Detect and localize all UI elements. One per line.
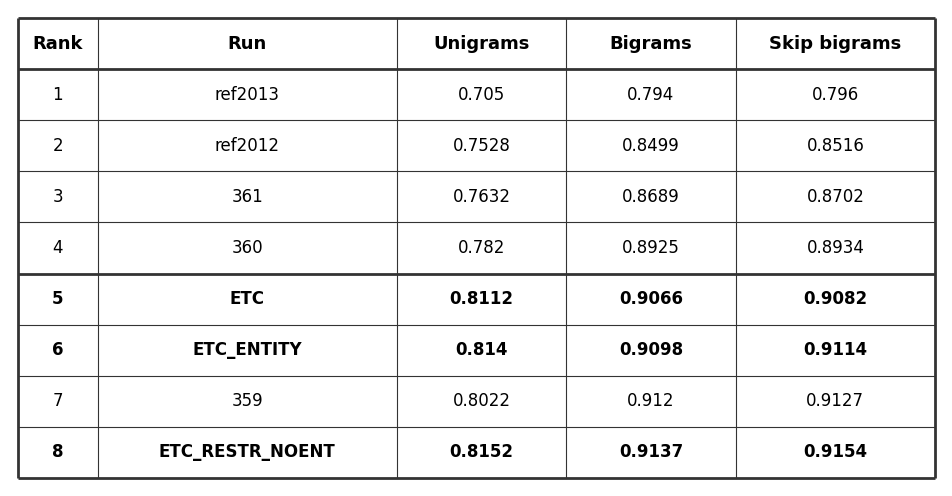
Bar	[565, 274, 735, 325]
Bar	[18, 376, 98, 427]
Text: 0.796: 0.796	[811, 86, 858, 104]
Text: 0.8689: 0.8689	[622, 188, 679, 206]
Text: 0.814: 0.814	[455, 341, 507, 359]
Text: 4: 4	[52, 239, 63, 257]
Text: 0.9127: 0.9127	[805, 392, 863, 410]
Text: 6: 6	[52, 341, 64, 359]
Bar	[396, 18, 565, 69]
Text: Rank: Rank	[32, 35, 83, 53]
Bar	[565, 427, 735, 478]
Text: 0.7528: 0.7528	[452, 137, 510, 155]
Bar	[98, 69, 396, 120]
Bar	[735, 120, 934, 171]
Bar	[396, 222, 565, 274]
Text: ref2013: ref2013	[214, 86, 280, 104]
Text: 360: 360	[231, 239, 263, 257]
Text: 0.9082: 0.9082	[803, 290, 866, 308]
Bar	[98, 171, 396, 222]
Bar	[396, 427, 565, 478]
Bar	[735, 325, 934, 376]
Text: 8: 8	[52, 443, 64, 461]
Bar	[565, 120, 735, 171]
Text: 7: 7	[52, 392, 63, 410]
Bar	[565, 222, 735, 274]
Bar	[98, 325, 396, 376]
Text: 0.912: 0.912	[626, 392, 674, 410]
Text: 361: 361	[231, 188, 263, 206]
Bar	[735, 18, 934, 69]
Bar	[735, 171, 934, 222]
Bar	[98, 120, 396, 171]
Bar	[18, 274, 98, 325]
Text: Unigrams: Unigrams	[433, 35, 529, 53]
Bar	[735, 222, 934, 274]
Text: 0.8022: 0.8022	[452, 392, 510, 410]
Text: 1: 1	[52, 86, 63, 104]
Bar	[98, 274, 396, 325]
Text: 0.705: 0.705	[457, 86, 505, 104]
Text: 0.794: 0.794	[626, 86, 674, 104]
Text: ETC_RESTR_NOENT: ETC_RESTR_NOENT	[159, 443, 335, 461]
Bar	[565, 171, 735, 222]
Text: 0.9066: 0.9066	[618, 290, 683, 308]
Bar	[396, 120, 565, 171]
Bar	[735, 69, 934, 120]
Bar	[98, 376, 396, 427]
Bar	[18, 325, 98, 376]
Text: 3: 3	[52, 188, 63, 206]
Bar	[735, 427, 934, 478]
Bar	[396, 274, 565, 325]
Text: 0.9154: 0.9154	[803, 443, 866, 461]
Text: 359: 359	[231, 392, 263, 410]
Bar	[735, 376, 934, 427]
Text: 0.7632: 0.7632	[452, 188, 510, 206]
Bar	[565, 18, 735, 69]
Text: 0.8702: 0.8702	[805, 188, 863, 206]
Text: Skip bigrams: Skip bigrams	[768, 35, 901, 53]
Bar	[565, 325, 735, 376]
Bar	[98, 427, 396, 478]
Text: 0.9114: 0.9114	[803, 341, 866, 359]
Text: 0.8112: 0.8112	[449, 290, 513, 308]
Text: 0.8934: 0.8934	[805, 239, 863, 257]
Bar	[18, 18, 98, 69]
Bar	[18, 120, 98, 171]
Text: 0.9098: 0.9098	[618, 341, 683, 359]
Text: ETC_ENTITY: ETC_ENTITY	[192, 341, 302, 359]
Bar	[18, 171, 98, 222]
Bar	[396, 376, 565, 427]
Text: 0.782: 0.782	[457, 239, 505, 257]
Text: 0.9137: 0.9137	[618, 443, 683, 461]
Bar	[98, 18, 396, 69]
Text: Run: Run	[228, 35, 267, 53]
Text: ETC: ETC	[229, 290, 265, 308]
Text: ref2012: ref2012	[214, 137, 280, 155]
Text: 0.8925: 0.8925	[622, 239, 679, 257]
Bar	[735, 274, 934, 325]
Bar	[565, 376, 735, 427]
Text: 0.8152: 0.8152	[449, 443, 513, 461]
Bar	[396, 69, 565, 120]
Bar	[98, 222, 396, 274]
Bar	[396, 325, 565, 376]
Text: 0.8516: 0.8516	[805, 137, 863, 155]
Text: Bigrams: Bigrams	[609, 35, 691, 53]
Bar	[18, 69, 98, 120]
Bar	[396, 171, 565, 222]
Bar	[565, 69, 735, 120]
Bar	[18, 427, 98, 478]
Text: 2: 2	[52, 137, 63, 155]
Bar	[18, 222, 98, 274]
Text: 0.8499: 0.8499	[622, 137, 679, 155]
Text: 5: 5	[52, 290, 64, 308]
